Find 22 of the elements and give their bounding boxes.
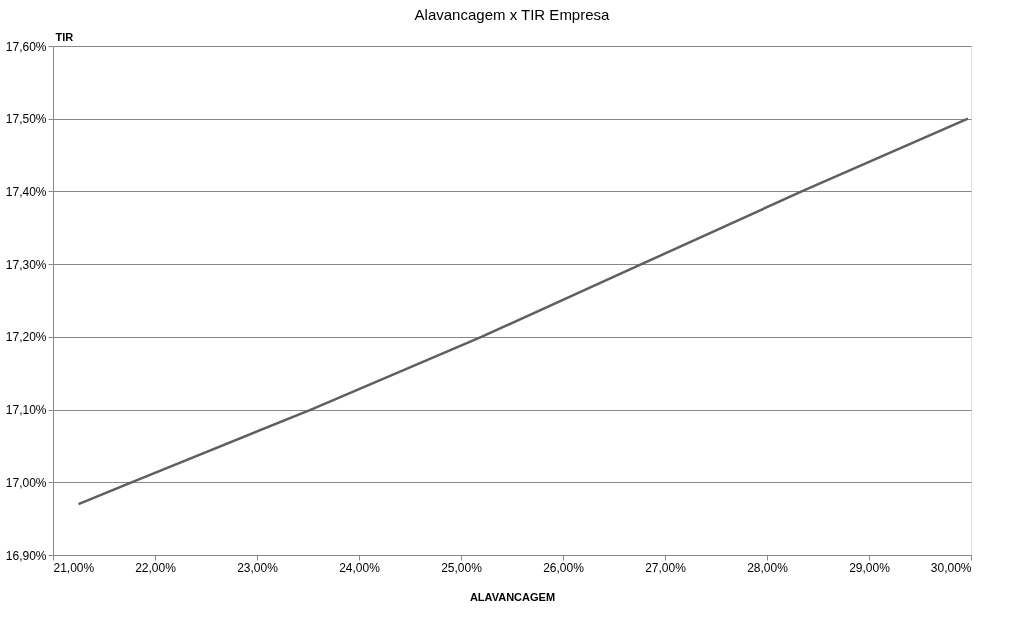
y-tick-label: 17,50% bbox=[5, 112, 47, 127]
y-tick-label: 17,30% bbox=[5, 257, 47, 272]
x-tick-label: 23,00% bbox=[237, 560, 279, 575]
x-tick-label: 25,00% bbox=[441, 560, 483, 575]
y-tick-label: 17,20% bbox=[5, 330, 47, 345]
y-axis-title: TIR bbox=[55, 30, 74, 43]
y-tick-label: 16,90% bbox=[5, 548, 47, 563]
y-tick-label: 17,00% bbox=[5, 475, 47, 490]
x-tick-label: 27,00% bbox=[645, 560, 687, 575]
y-tick-label: 17,10% bbox=[5, 403, 47, 418]
x-tick-label: 24,00% bbox=[339, 560, 381, 575]
x-axis-title: ALAVANCAGEM bbox=[469, 590, 556, 603]
x-tick-label: 22,00% bbox=[135, 560, 177, 575]
x-tick-label: 21,00% bbox=[53, 560, 95, 575]
y-tick-label: 17,40% bbox=[5, 184, 47, 199]
chart-title: Alavancagem x TIR Empresa bbox=[414, 6, 611, 23]
x-tick-label: 26,00% bbox=[543, 560, 585, 575]
line-series bbox=[77, 117, 970, 506]
x-tick-label: 28,00% bbox=[747, 560, 789, 575]
x-tick-label: 29,00% bbox=[849, 560, 891, 575]
y-tick-label: 17,60% bbox=[5, 39, 47, 54]
x-tick-label: 30,00% bbox=[930, 560, 972, 575]
